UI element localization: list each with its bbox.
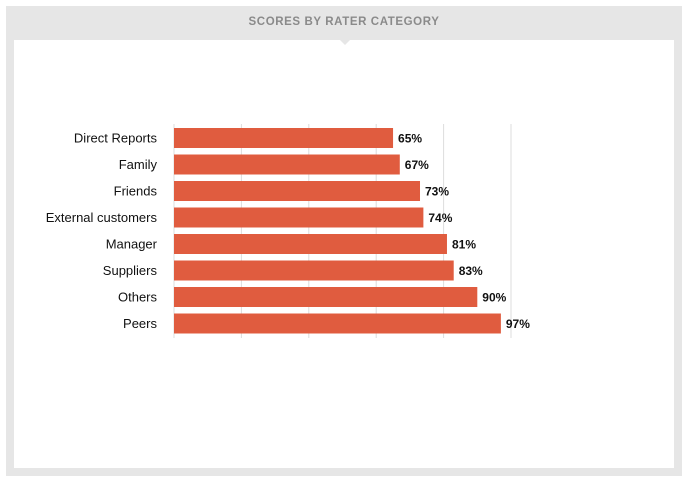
category-label: Others [118, 290, 158, 305]
bar-6 [174, 260, 454, 281]
chart-header: SCORES BY RATER CATEGORY [6, 6, 682, 40]
bar-4 [174, 207, 424, 228]
category-label: Suppliers [103, 263, 158, 278]
value-label: 67% [405, 158, 429, 172]
value-label: 90% [482, 291, 506, 305]
bar-1 [174, 128, 394, 148]
value-label: 65% [398, 132, 422, 146]
bar-5 [174, 234, 447, 254]
bar-2 [174, 154, 400, 175]
bar-3 [174, 181, 421, 201]
header-notch [340, 40, 350, 45]
value-label: 81% [452, 238, 476, 252]
category-label: Peers [123, 316, 157, 331]
value-label: 74% [428, 211, 452, 225]
category-label: External customers [46, 210, 158, 225]
bar-7 [174, 287, 478, 307]
category-label: Direct Reports [74, 131, 158, 146]
category-label: Friends [114, 184, 158, 199]
category-label: Family [119, 157, 158, 172]
chart-title: SCORES BY RATER CATEGORY [248, 16, 440, 28]
bar-8 [174, 313, 501, 334]
category-label: Manager [106, 237, 158, 252]
value-label: 73% [425, 185, 449, 199]
value-label: 97% [506, 317, 530, 331]
value-label: 83% [459, 264, 483, 278]
